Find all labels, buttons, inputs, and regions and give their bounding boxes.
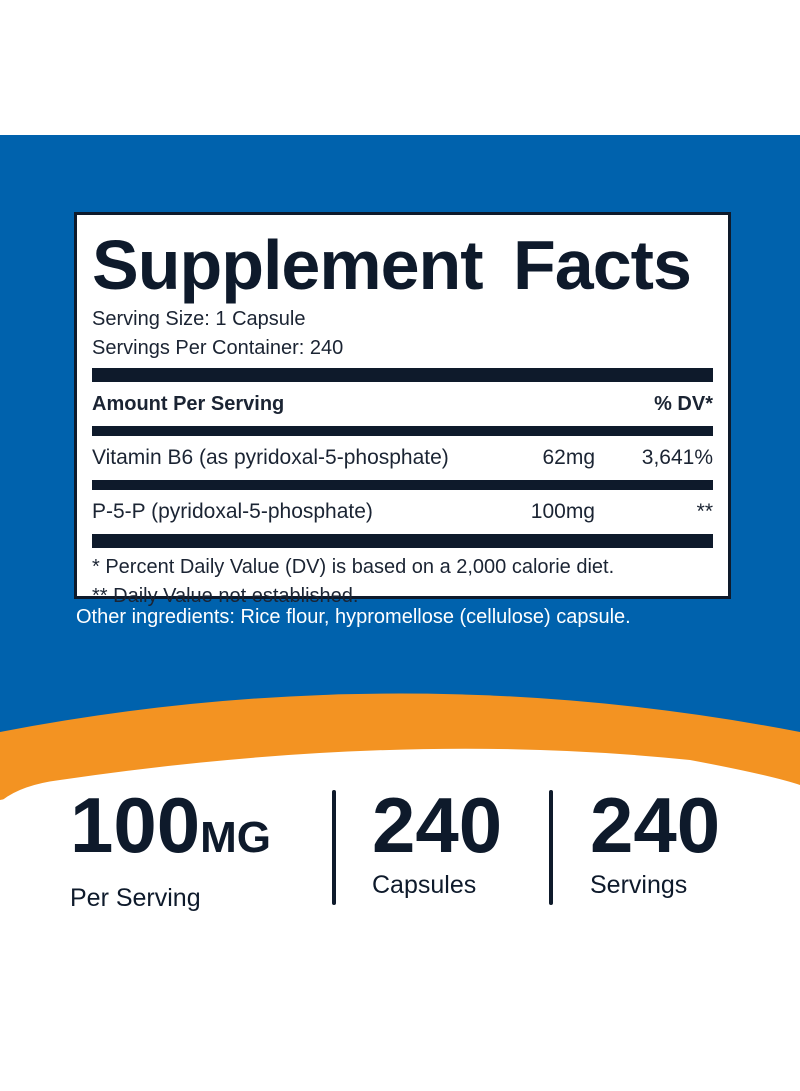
divider [92, 480, 713, 490]
dv-header: % DV* [654, 393, 713, 415]
ingredient-name: P-5-P (pyridoxal-5-phosphate) [92, 500, 373, 523]
footnote: ** Daily Value not established. [92, 585, 359, 607]
divider [549, 790, 553, 905]
amount-header: Amount Per Serving [92, 393, 285, 415]
stat-capsules: 240 Capsules [372, 785, 502, 900]
stat-servings: 240 Servings [590, 785, 720, 900]
ingredient-name: Vitamin B6 (as pyridoxal-5-phosphate) [92, 446, 449, 469]
other-ingredients: Other ingredients: Rice flour, hypromell… [76, 606, 631, 628]
table-row: P-5-P (pyridoxal-5-phosphate) 100mg ** [92, 495, 713, 529]
divider [332, 790, 336, 905]
stat-per-serving: 100MG Per Serving [70, 785, 271, 913]
servings-per-container: Servings Per Container: 240 [92, 337, 344, 359]
stat-value: 240 [590, 781, 721, 869]
ingredient-dv: ** [696, 500, 713, 523]
divider [92, 534, 713, 548]
facts-title: Supplement Facts [92, 226, 692, 304]
table-header: Amount Per Serving % DV* [92, 387, 713, 421]
supplement-facts-panel: Supplement Facts Serving Size: 1 Capsule… [74, 212, 731, 607]
ingredient-amount: 62mg [542, 446, 595, 469]
stat-label: Per Serving [70, 884, 201, 912]
table-row: Vitamin B6 (as pyridoxal-5-phosphate) 62… [92, 441, 713, 475]
stat-unit: MG [200, 813, 272, 862]
footnote: * Percent Daily Value (DV) is based on a… [92, 556, 615, 578]
divider [92, 426, 713, 436]
ingredient-amount: 100mg [530, 500, 595, 523]
divider [92, 368, 713, 382]
serving-size: Serving Size: 1 Capsule [92, 308, 306, 330]
stat-value: 100 [70, 781, 201, 869]
ingredient-dv: 3,641% [641, 446, 713, 469]
stat-label: Servings [590, 871, 688, 899]
orange-arc [0, 690, 800, 800]
stat-label: Capsules [372, 871, 477, 899]
stat-value: 240 [372, 781, 503, 869]
